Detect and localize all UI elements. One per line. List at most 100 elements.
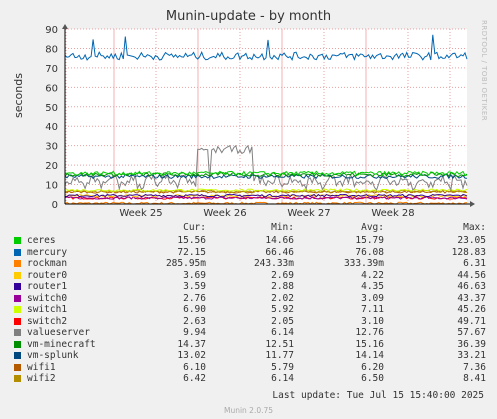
legend-swatch	[14, 306, 21, 313]
legend-row-wifi1: wifi1 6.10 5.79 6.20 7.36	[14, 362, 486, 374]
legend-max: 57.67	[457, 327, 486, 338]
y-tick-label: 80	[45, 44, 58, 55]
legend-name: valueserver	[27, 327, 90, 338]
legend-cur: 72.15	[177, 246, 206, 258]
series-line-vm-splunk	[64, 173, 468, 180]
legend-max: 7.36	[463, 361, 486, 373]
legend-cur: 15.56	[177, 235, 206, 246]
x-tick-label: Week 26	[203, 208, 246, 219]
y-tick-label: 30	[45, 142, 58, 153]
legend-swatch	[14, 260, 21, 267]
series-line-switch1	[64, 188, 468, 192]
legend-name: vm-splunk	[27, 350, 79, 361]
legend-name: vm-minecraft	[27, 338, 96, 350]
series-line-wifi2	[64, 189, 468, 194]
legend-swatch	[14, 271, 21, 279]
legend-max: 46.63	[457, 281, 486, 292]
legend-swatch	[14, 329, 21, 336]
legend-avg: 4.22	[361, 269, 384, 281]
legend-min: 5.92	[271, 304, 294, 315]
y-tick-label: 10	[45, 181, 58, 192]
legend-min: 2.02	[271, 292, 294, 304]
x-axis-arrow-icon	[470, 201, 475, 207]
y-tick-label: 20	[45, 161, 58, 172]
legend-avg: 12.76	[355, 327, 384, 338]
y-tick-label: 40	[45, 122, 58, 133]
legend-cur: 3.59	[183, 281, 206, 292]
legend-swatch	[14, 248, 21, 256]
legend-row-switch0: switch0 2.76 2.02 3.09 43.37	[14, 293, 486, 305]
legend-row-vm-splunk: vm-splunk 13.02 11.77 14.14 33.21	[14, 350, 486, 362]
legend-row-router1: router1 3.59 2.88 4.35 46.63	[14, 281, 486, 293]
legend-avg: 15.16	[355, 338, 384, 350]
legend-max: 8.41	[463, 373, 486, 384]
legend-swatch	[14, 375, 21, 382]
munin-version: Munin 2.0.75	[223, 406, 274, 415]
legend-min: 66.46	[265, 246, 294, 258]
legend-avg: 3.10	[361, 315, 384, 327]
x-tick-labels: Week 25 Week 26 Week 27 Week 28	[119, 208, 414, 219]
legend-min: 2.69	[271, 269, 294, 281]
legend-name: mercury	[27, 246, 68, 258]
legend-cur: 9.94	[183, 327, 206, 338]
legend-header: Cur: Min: Avg: Max:	[14, 222, 486, 234]
legend-max: 44.56	[457, 269, 486, 281]
legend-min: 5.79	[271, 361, 294, 373]
y-axis-arrow-icon	[62, 24, 68, 29]
legend-header-min: Min:	[271, 222, 294, 233]
legend-row-vm-minecraft: vm-minecraft 14.37 12.51 15.16 36.39	[14, 339, 486, 351]
legend-header-cur: Cur:	[183, 222, 206, 233]
y-tick-label: 50	[45, 103, 58, 114]
legend-name: switch2	[27, 315, 68, 327]
legend-cur: 2.76	[183, 292, 206, 304]
legend-name: wifi1	[27, 361, 56, 373]
last-update: Last update: Tue Jul 15 15:40:00 2025	[272, 390, 484, 401]
legend-swatch	[14, 340, 21, 348]
legend-avg: 3.09	[361, 292, 384, 304]
legend-min: 12.51	[265, 338, 294, 350]
legend-min: 2.05	[271, 315, 294, 327]
legend-max: 49.71	[457, 315, 486, 327]
legend-name: rockman	[27, 258, 68, 269]
legend-max: 23.05	[457, 235, 486, 246]
legend-max: 36.39	[457, 338, 486, 350]
legend-cur: 6.42	[183, 373, 206, 384]
legend-max: 128.83	[451, 246, 486, 258]
series-line-switch0	[64, 196, 468, 200]
x-tick-label: Week 25	[119, 208, 162, 219]
y-tick-label: 70	[45, 64, 58, 75]
series-line-mercury	[64, 34, 468, 62]
legend-name: wifi2	[27, 373, 56, 384]
legend-row-switch2: switch2 2.63 2.05 3.10 49.71	[14, 316, 486, 328]
legend-max: 45.26	[457, 304, 486, 315]
legend-avg: 14.14	[355, 350, 384, 361]
legend-row-valueserver: valueserver 9.94 6.14 12.76 57.67	[14, 327, 486, 339]
legend-cur: 285.95m	[165, 258, 206, 269]
legend-row-rockman: rockman 285.95m 243.33m 333.39m 6.31	[14, 258, 486, 270]
legend-avg: 4.35	[361, 281, 384, 292]
legend-min: 243.33m	[253, 258, 294, 269]
legend-swatch	[14, 363, 21, 371]
legend-cur: 3.69	[183, 269, 206, 281]
series-line-ceres	[64, 170, 468, 177]
legend-header-avg: Avg:	[361, 222, 384, 233]
legend-avg: 6.20	[361, 361, 384, 373]
legend-avg: 76.08	[355, 246, 384, 258]
legend-avg: 15.79	[355, 235, 384, 246]
legend-header-max: Max:	[463, 222, 486, 233]
legend-name: switch1	[27, 304, 68, 315]
legend-row-switch1: switch1 6.90 5.92 7.11 45.26	[14, 304, 486, 316]
legend-swatch	[14, 352, 21, 359]
legend-swatch	[14, 283, 21, 290]
legend-row-ceres: ceres 15.56 14.66 15.79 23.05	[14, 235, 486, 247]
legend-avg: 6.50	[361, 373, 384, 384]
y-tick-label: 90	[45, 25, 58, 36]
chart-title: Munin-update - by month	[165, 9, 332, 24]
legend-min: 2.88	[271, 281, 294, 292]
legend-name: router0	[27, 269, 68, 281]
legend-max: 33.21	[457, 350, 486, 361]
legend-row-router0: router0 3.69 2.69 4.22 44.56	[14, 270, 486, 282]
legend-cur: 13.02	[177, 350, 206, 361]
legend-cur: 6.90	[183, 304, 206, 315]
